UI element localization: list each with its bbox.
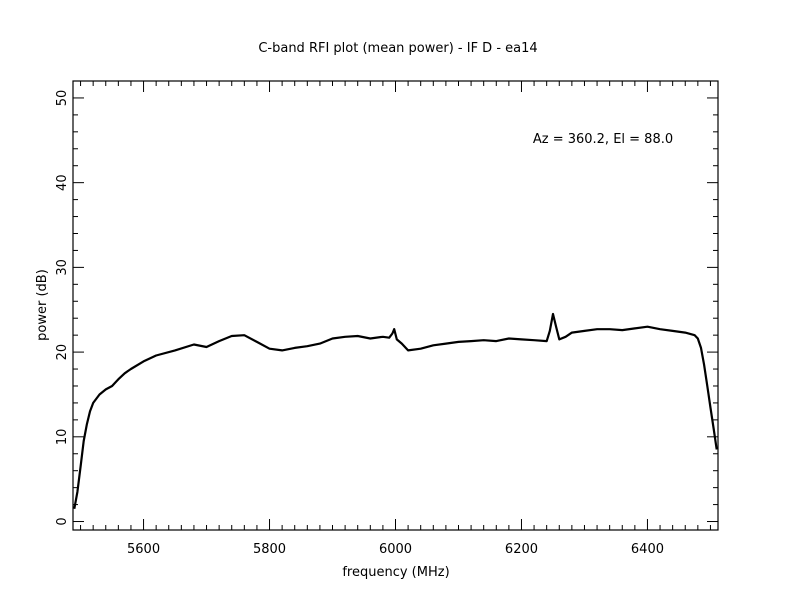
az-el-annotation: Az = 360.2, El = 88.0 [533, 132, 673, 147]
y-axis-label: power (dB) [35, 269, 50, 341]
x-tick-labels: 5600 5800 6000 6200 6400 [127, 542, 664, 557]
y-tick-label: 20 [55, 344, 70, 361]
x-tick-label: 5800 [253, 542, 286, 557]
y-tick-label: 0 [55, 517, 70, 525]
y-tick-label: 40 [55, 174, 70, 191]
y-tick-label: 50 [55, 90, 70, 107]
x-tick-label: 6000 [379, 542, 412, 557]
plot-frame [72, 80, 719, 531]
y-tick-labels: 0 10 20 30 40 50 [55, 90, 70, 526]
x-tick-label: 6200 [505, 542, 538, 557]
x-tick-label: 6400 [631, 542, 664, 557]
x-tick-label: 5600 [127, 542, 160, 557]
x-axis-label: frequency (MHz) [342, 565, 449, 580]
power-spectrum-line [73, 312, 718, 509]
y-tick-label: 10 [55, 429, 70, 446]
tick-marks [73, 80, 718, 530]
y-tick-label: 30 [55, 259, 70, 276]
chart-title: C-band RFI plot (mean power) - IF D - ea… [258, 41, 537, 56]
